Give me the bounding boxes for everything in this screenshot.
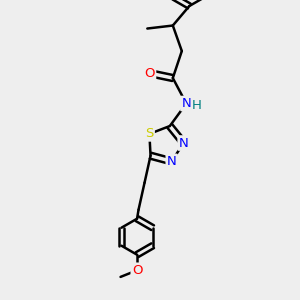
Text: N: N bbox=[182, 97, 191, 110]
Text: N: N bbox=[167, 155, 176, 168]
Text: N: N bbox=[179, 136, 188, 149]
Text: S: S bbox=[145, 128, 154, 140]
Text: O: O bbox=[145, 67, 155, 80]
Text: H: H bbox=[192, 98, 202, 112]
Text: O: O bbox=[132, 264, 142, 277]
